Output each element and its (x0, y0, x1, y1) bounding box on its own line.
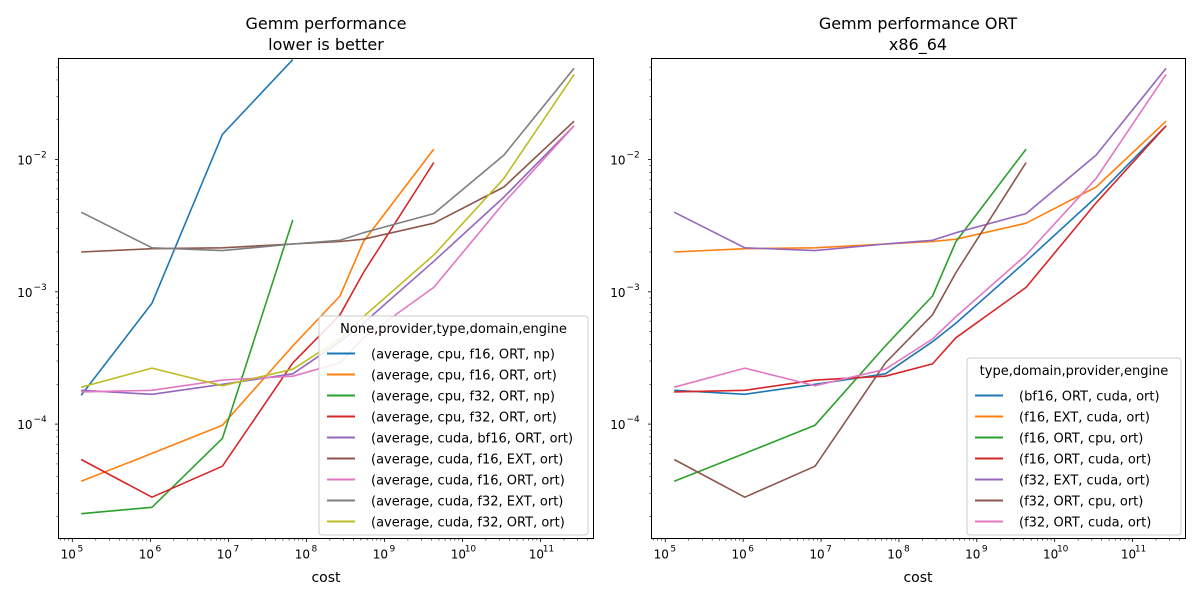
legend-box (318, 315, 589, 536)
legend-entry: (average, cpu, f32, ORT, np) (371, 390, 555, 405)
chart-right: Gemm performance ORT x86_64 10 5 10 6 10 7 10 8… (610, 14, 1186, 586)
x-tick-label: 10 (139, 548, 154, 562)
x-tick-exponent: 11 (543, 545, 554, 555)
legend-entry: (average, cuda, f32, ORT, ort) (371, 516, 565, 531)
y-tick-label: 10 (610, 154, 625, 168)
chart-right-frame (651, 58, 1186, 539)
x-tick-exponent: 10 (1057, 545, 1069, 555)
legend-entry: (f32, EXT, cuda, ort) (1019, 474, 1150, 489)
y-tick-exponent: −4 (34, 415, 48, 425)
y-tick-label: 10 (610, 418, 625, 432)
x-tick-exponent: 7 (826, 545, 832, 555)
x-tick-label: 10 (373, 548, 388, 562)
legend-entry: (f16, ORT, cpu, ort) (1019, 432, 1143, 447)
x-tick-label: 10 (1121, 548, 1136, 562)
chart-left-xlabel: cost (311, 570, 341, 586)
chart-left-legend: None,provider,type,domain,engine (average… (318, 315, 589, 536)
x-tick-exponent: 6 (748, 545, 754, 555)
x-tick-exponent: 9 (390, 545, 396, 555)
series-line (80, 148, 435, 482)
chart-right-legend: type,domain,provider,engine (bf16, ORT, c… (966, 357, 1182, 536)
legend-entry: (average, cuda, f32, EXT, ort) (371, 495, 563, 510)
y-tick-label: 10 (610, 286, 625, 300)
legend-entry: (average, cpu, f32, ORT, ort) (371, 411, 557, 426)
x-tick-label: 10 (887, 548, 902, 562)
chart-right-series (673, 67, 1167, 499)
legend-entry: (f32, ORT, cuda, ort) (1019, 516, 1151, 531)
series-line (80, 59, 294, 396)
x-tick-label: 10 (217, 548, 232, 562)
x-tick-exponent: 7 (233, 545, 239, 555)
y-tick-label: 10 (17, 418, 32, 432)
y-tick-label: 10 (17, 286, 32, 300)
legend-entry: (average, cuda, f16, ORT, ort) (371, 474, 565, 489)
chart-right-xlabel: cost (903, 570, 933, 586)
x-tick-exponent: 11 (1135, 545, 1146, 555)
legend-title: type,domain,provider,engine (980, 364, 1169, 379)
chart-left-title: Gemm performance (246, 14, 407, 33)
legend-entry: (bf16, ORT, cuda, ort) (1019, 390, 1160, 405)
series-line (673, 162, 1027, 499)
legend-entry: (f16, EXT, cuda, ort) (1019, 411, 1150, 426)
y-tick-label: 10 (17, 154, 32, 168)
x-tick-exponent: 9 (982, 545, 988, 555)
x-tick-exponent: 8 (904, 545, 910, 555)
x-tick-label: 10 (451, 548, 466, 562)
series-line (673, 67, 1167, 252)
series-line (81, 219, 294, 515)
x-tick-label: 10 (654, 548, 669, 562)
x-tick-label: 10 (61, 548, 76, 562)
x-tick-label: 10 (295, 548, 310, 562)
chart-left-frame (58, 58, 594, 539)
x-tick-exponent: 5 (670, 545, 676, 555)
y-tick-exponent: −4 (627, 415, 641, 425)
legend-entry: (f16, ORT, cuda, ort) (1019, 453, 1151, 468)
chart-left-subtitle: lower is better (268, 35, 384, 54)
chart-right-title: Gemm performance ORT (819, 14, 1018, 33)
y-tick-exponent: −3 (34, 283, 47, 293)
legend-box (966, 357, 1182, 536)
series-line (80, 67, 575, 252)
y-tick-exponent: −2 (34, 151, 47, 161)
y-tick-exponent: −2 (627, 151, 640, 161)
x-tick-label: 10 (529, 548, 544, 562)
series-line (673, 148, 1027, 482)
y-tick-exponent: −3 (627, 283, 640, 293)
x-tick-label: 10 (809, 548, 824, 562)
chart-left: Gemm performance lower is better 10 5 10 6 1… (17, 14, 594, 586)
x-tick-label: 10 (965, 548, 980, 562)
series-line (673, 73, 1167, 388)
legend-entry: (average, cuda, f16, EXT, ort) (371, 453, 563, 468)
x-tick-exponent: 6 (155, 545, 161, 555)
legend-entry: (average, cuda, bf16, ORT, ort) (371, 432, 573, 447)
legend-entry: (average, cpu, f16, ORT, np) (371, 348, 555, 363)
x-tick-exponent: 8 (312, 545, 318, 555)
series-line (80, 162, 435, 499)
x-tick-label: 10 (1043, 548, 1058, 562)
chart-right-subtitle: x86_64 (889, 35, 947, 55)
series-line (674, 125, 1167, 393)
x-tick-exponent: 10 (465, 545, 477, 555)
series-line (674, 125, 1167, 396)
legend-entry: (f32, ORT, cpu, ort) (1019, 495, 1143, 510)
legend-title: None,provider,type,domain,engine (340, 322, 567, 337)
x-tick-exponent: 5 (77, 545, 83, 555)
legend-entry: (average, cpu, f16, ORT, ort) (371, 369, 557, 384)
x-tick-label: 10 (732, 548, 747, 562)
